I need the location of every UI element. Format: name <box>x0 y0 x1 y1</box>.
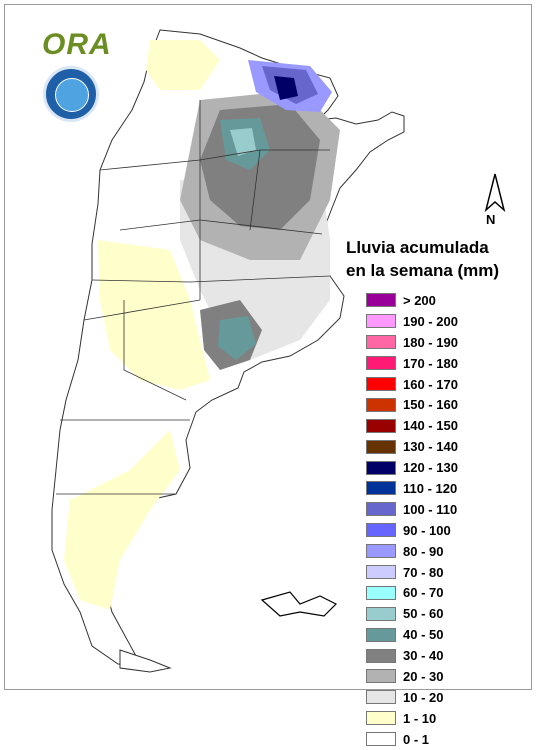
legend-item: 80 - 90 <box>366 541 458 562</box>
legend-swatch <box>366 711 396 726</box>
legend-swatch <box>366 502 396 517</box>
rain-120-130-zone <box>274 76 298 100</box>
legend-swatch <box>366 335 396 350</box>
legend-label: 50 - 60 <box>403 606 444 622</box>
legend-item: 10 - 20 <box>366 687 458 708</box>
legend-label: 130 - 140 <box>403 439 458 455</box>
legend-swatch <box>366 397 396 412</box>
legend-swatch <box>366 648 396 663</box>
legend-item: 90 - 100 <box>366 520 458 541</box>
legend-swatch <box>366 439 396 454</box>
legend-swatch <box>366 377 396 391</box>
legend-item: 20 - 30 <box>366 666 458 687</box>
argentina-rainfall-map <box>51 29 405 673</box>
legend-label: 70 - 80 <box>403 564 444 580</box>
legend-title-line1: Lluvia acumulada <box>346 238 489 257</box>
legend-label: 20 - 30 <box>403 668 444 684</box>
legend-label: 180 - 190 <box>403 334 458 350</box>
legend: > 200 190 - 200 180 - 190 170 - 180 160 - 17… <box>366 290 458 750</box>
legend-label: 120 - 130 <box>403 460 458 476</box>
legend-swatch <box>366 481 396 496</box>
legend-item: 120 - 130 <box>366 457 458 478</box>
rain-1-10-zone <box>64 430 180 610</box>
legend-label: 100 - 110 <box>403 501 458 517</box>
legend-swatch <box>366 293 396 308</box>
legend-item: 130 - 140 <box>366 436 458 457</box>
malvinas-islands <box>260 591 338 617</box>
legend-item: 180 - 190 <box>366 332 458 353</box>
legend-title: Lluvia acumulada en la semana (mm) <box>346 236 499 282</box>
legend-label: 10 - 20 <box>403 689 444 705</box>
legend-item: 30 - 40 <box>366 645 458 666</box>
legend-item: 110 - 120 <box>366 478 458 499</box>
legend-swatch <box>366 356 396 371</box>
legend-swatch <box>366 460 396 475</box>
rain-1-10-zone <box>146 40 220 90</box>
north-arrow-icon <box>484 173 506 213</box>
legend-label: 60 - 70 <box>403 585 444 601</box>
legend-swatch <box>366 606 396 621</box>
rain-40-50-zone <box>218 316 256 360</box>
legend-item: > 200 <box>366 290 458 311</box>
map-frame <box>4 4 532 690</box>
legend-label: 40 - 50 <box>403 627 444 643</box>
legend-item: 150 - 160 <box>366 394 458 415</box>
legend-item: 1 - 10 <box>366 708 458 729</box>
legend-item: 40 - 50 <box>366 624 458 645</box>
legend-swatch <box>366 418 396 433</box>
legend-swatch <box>366 523 396 538</box>
legend-swatch <box>366 565 396 580</box>
tierra-del-fuego <box>119 649 172 673</box>
legend-label: 110 - 120 <box>403 480 458 496</box>
legend-swatch <box>366 690 396 705</box>
legend-label: 1 - 10 <box>403 710 437 726</box>
legend-swatch <box>366 544 396 559</box>
legend-item: 160 - 170 <box>366 374 458 395</box>
legend-swatch <box>366 585 396 600</box>
legend-label: 0 - 1 <box>403 731 430 747</box>
north-label: N <box>486 212 496 227</box>
legend-swatch <box>366 732 396 747</box>
legend-item: 190 - 200 <box>366 311 458 332</box>
legend-item: 50 - 60 <box>366 603 458 624</box>
rain-50-60-zone <box>230 128 256 156</box>
legend-label: 160 - 170 <box>403 376 458 392</box>
legend-label: 150 - 160 <box>403 397 458 413</box>
legend-label: 170 - 180 <box>403 355 458 371</box>
legend-item: 60 - 70 <box>366 582 458 603</box>
rain-1-10-zone <box>98 240 210 390</box>
legend-label: 80 - 90 <box>403 543 444 559</box>
legend-item: 170 - 180 <box>366 353 458 374</box>
legend-label: 90 - 100 <box>403 522 451 538</box>
legend-swatch <box>366 669 396 684</box>
province-boundaries <box>56 100 331 495</box>
legend-label: 140 - 150 <box>403 418 458 434</box>
legend-item: 70 - 80 <box>366 562 458 583</box>
legend-label: 190 - 200 <box>403 313 458 329</box>
legend-label: > 200 <box>403 292 436 308</box>
legend-label: 30 - 40 <box>403 648 444 664</box>
smn-seal-icon <box>43 66 99 122</box>
legend-item: 0 - 1 <box>366 729 458 750</box>
legend-item: 140 - 150 <box>366 415 458 436</box>
ora-logo: ORA <box>42 28 112 61</box>
legend-swatch <box>366 314 396 329</box>
legend-title-line2: en la semana (mm) <box>346 261 500 280</box>
legend-item: 100 - 110 <box>366 499 458 520</box>
legend-swatch <box>366 627 396 642</box>
